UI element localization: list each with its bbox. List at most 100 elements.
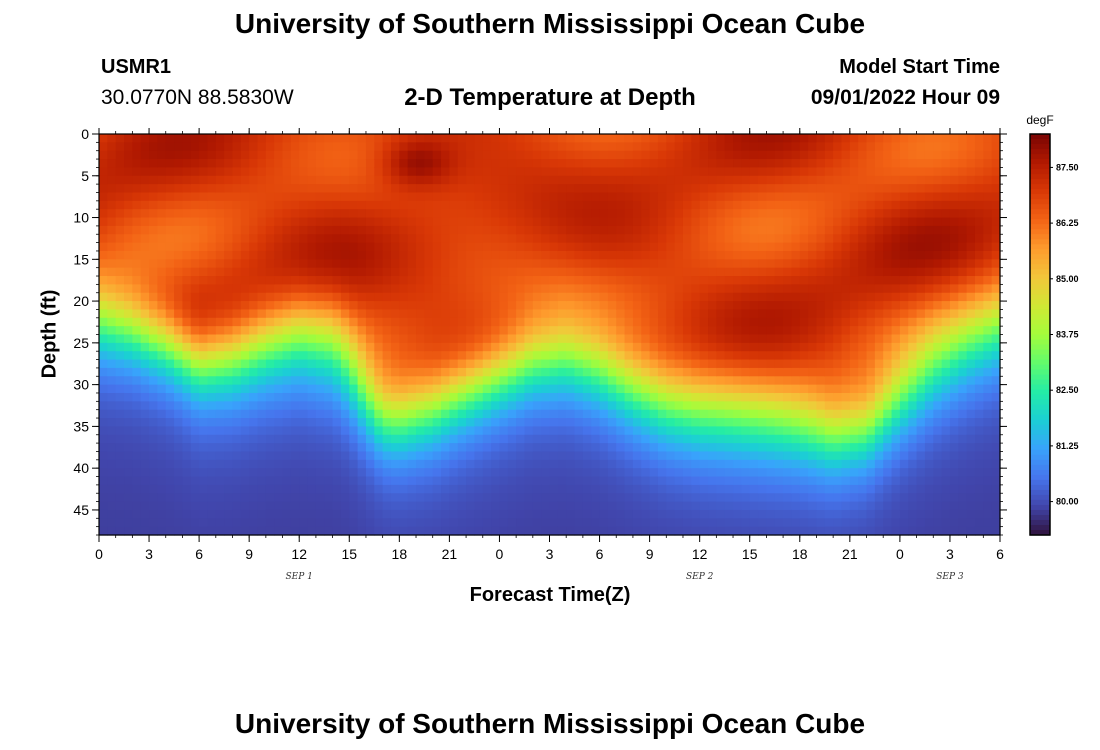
heatmap-cell: [432, 134, 442, 143]
heatmap-cell: [749, 242, 759, 252]
heatmap-cell: [541, 459, 551, 469]
heatmap-cell: [749, 367, 759, 377]
heatmap-cell: [549, 301, 559, 311]
heatmap-cell: [199, 342, 209, 352]
heatmap-cell: [457, 309, 467, 319]
heatmap-cell: [733, 367, 742, 377]
heatmap-cell: [574, 309, 584, 319]
heatmap-cell: [491, 451, 501, 461]
heatmap-cell: [724, 200, 734, 210]
heatmap-cell: [607, 401, 617, 411]
heatmap-cell: [758, 284, 767, 294]
heatmap-cell: [382, 459, 392, 469]
heatmap-cell: [274, 367, 284, 377]
heatmap-cell: [582, 518, 592, 528]
heatmap-cell: [758, 242, 767, 252]
heatmap-cell: [808, 267, 818, 277]
heatmap-cell: [891, 225, 901, 235]
heatmap-cell: [808, 401, 818, 411]
heatmap-cell: [866, 242, 876, 252]
heatmap-cell: [466, 225, 476, 235]
heatmap-cell: [924, 217, 934, 227]
heatmap-cell: [282, 401, 292, 411]
heatmap-cell: [666, 451, 676, 461]
heatmap-cell: [224, 376, 234, 386]
heatmap-cell: [532, 225, 542, 235]
heatmap-cell: [783, 468, 793, 478]
heatmap-cell: [357, 484, 367, 494]
heatmap-cell: [407, 150, 417, 160]
heatmap-cell: [574, 276, 584, 285]
heatmap-cell: [249, 150, 259, 160]
heatmap-cell: [724, 259, 734, 269]
heatmap-cell: [741, 242, 751, 252]
heatmap-cell: [482, 518, 492, 528]
heatmap-cell: [107, 292, 117, 302]
heatmap-cell: [899, 292, 909, 302]
heatmap-cell: [858, 401, 868, 411]
heatmap-cell: [190, 301, 200, 311]
heatmap-cell: [824, 334, 834, 344]
heatmap-cell: [674, 501, 684, 511]
heatmap-cell: [165, 284, 175, 294]
heatmap-cell: [824, 501, 834, 511]
heatmap-cell: [582, 418, 592, 427]
heatmap-cell: [332, 384, 342, 394]
heatmap-cell: [774, 384, 784, 394]
heatmap-cell: [783, 334, 793, 344]
heatmap-cell: [858, 367, 868, 377]
heatmap-cell: [749, 409, 759, 419]
heatmap-cell: [674, 192, 684, 202]
heatmap-cell: [766, 384, 776, 394]
heatmap-cell: [808, 225, 818, 235]
heatmap-cell: [149, 493, 158, 503]
heatmap-cell: [224, 234, 234, 244]
heatmap-cell: [516, 192, 526, 202]
heatmap-cell: [349, 443, 359, 453]
heatmap-cell: [215, 184, 225, 194]
heatmap-cell: [724, 334, 734, 344]
heatmap-cell: [908, 225, 918, 235]
heatmap-cell: [232, 409, 242, 419]
heatmap-cell: [491, 509, 501, 519]
heatmap-cell: [349, 392, 359, 402]
heatmap-cell: [741, 150, 751, 160]
heatmap-cell: [416, 468, 425, 478]
heatmap-cell: [791, 276, 801, 285]
heatmap-cell: [916, 468, 926, 478]
heatmap-cell: [841, 334, 851, 344]
heatmap-cell: [874, 134, 884, 143]
heatmap-cell: [591, 359, 601, 369]
heatmap-cell: [207, 225, 217, 235]
heatmap-cell: [532, 184, 542, 194]
heatmap-cell: [616, 175, 626, 185]
heatmap-cell: [666, 317, 676, 327]
heatmap-cell: [699, 509, 709, 519]
heatmap-cell: [624, 376, 634, 386]
heatmap-cell: [766, 359, 776, 369]
heatmap-cell: [799, 401, 809, 411]
heatmap-cell: [199, 134, 209, 143]
heatmap-cell: [382, 259, 392, 269]
heatmap-cell: [733, 184, 742, 194]
heatmap-cell: [482, 526, 492, 536]
chart-subtitle: 2-D Temperature at Depth: [404, 84, 696, 111]
heatmap-cell: [616, 292, 626, 302]
heatmap-cell: [449, 301, 459, 311]
heatmap-cell: [449, 309, 459, 319]
heatmap-cell: [365, 367, 375, 377]
heatmap-cell: [666, 493, 676, 503]
heatmap-cell: [491, 309, 501, 319]
heatmap-cell: [833, 376, 843, 386]
heatmap-cell: [332, 184, 342, 194]
heatmap-cell: [632, 342, 642, 352]
heatmap-cell: [190, 484, 200, 494]
heatmap-cell: [107, 518, 117, 528]
heatmap-cell: [274, 167, 284, 177]
heatmap-cell: [549, 501, 559, 511]
heatmap-cell: [582, 526, 592, 536]
heatmap-cell: [949, 459, 959, 469]
heatmap-cell: [365, 476, 375, 486]
heatmap-cell: [766, 209, 776, 219]
heatmap-cell: [491, 351, 501, 361]
